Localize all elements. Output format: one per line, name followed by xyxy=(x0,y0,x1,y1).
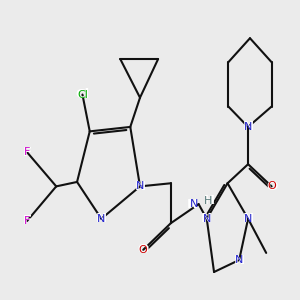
Text: N: N xyxy=(136,182,144,191)
Text: N: N xyxy=(201,212,212,225)
Text: N: N xyxy=(234,254,245,266)
Text: N: N xyxy=(235,255,243,265)
Text: N: N xyxy=(242,212,253,225)
Text: F: F xyxy=(24,147,30,157)
Text: F: F xyxy=(22,214,32,227)
Text: N: N xyxy=(244,122,252,132)
Text: F: F xyxy=(22,146,32,159)
Text: N: N xyxy=(96,212,107,225)
Text: Cl: Cl xyxy=(75,88,90,101)
Text: H: H xyxy=(203,194,214,207)
Text: N: N xyxy=(187,198,198,211)
Text: N: N xyxy=(202,214,211,224)
Text: N: N xyxy=(134,180,146,193)
Text: N: N xyxy=(242,120,253,134)
Text: O: O xyxy=(267,182,276,191)
Text: H: H xyxy=(203,196,212,206)
Text: Cl: Cl xyxy=(77,89,88,100)
Text: N: N xyxy=(244,214,252,224)
Text: N: N xyxy=(97,214,106,224)
Text: O: O xyxy=(139,245,148,255)
Text: O: O xyxy=(138,243,149,256)
Text: O: O xyxy=(266,180,277,193)
Text: N: N xyxy=(190,199,198,209)
Text: F: F xyxy=(24,216,30,226)
